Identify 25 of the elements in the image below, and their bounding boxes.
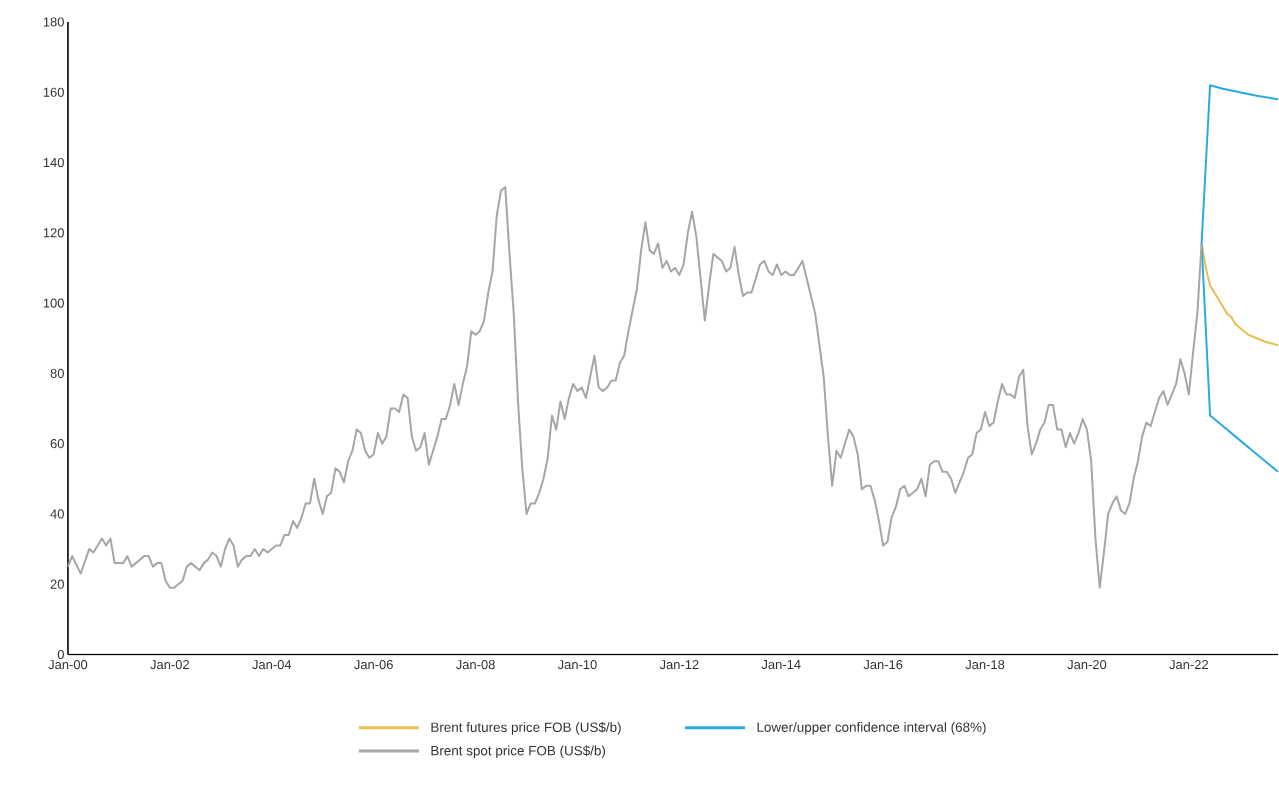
x-tick-label: Jan-12 bbox=[659, 659, 699, 669]
x-tick-label: Jan-06 bbox=[354, 659, 393, 669]
x-tick-label: Jan-00 bbox=[48, 659, 88, 669]
x-tick-label: Jan-18 bbox=[965, 659, 1005, 669]
legend-label: Lower/upper confidence interval (68%) bbox=[757, 721, 986, 735]
y-tick-label: 20 bbox=[50, 579, 64, 589]
y-tick-label: 60 bbox=[50, 438, 64, 449]
y-tick-label: 100 bbox=[43, 298, 64, 308]
y-tick-label: 80 bbox=[50, 368, 64, 378]
x-tick-label: Jan-22 bbox=[1169, 659, 1208, 669]
y-tick-label: 0 bbox=[57, 649, 64, 659]
y-tick-label: 120 bbox=[43, 228, 64, 238]
x-tick-label: Jan-14 bbox=[761, 659, 801, 669]
y-tick-label: 160 bbox=[43, 87, 64, 97]
x-tick-label: Jan-10 bbox=[557, 659, 597, 669]
y-tick-label: 180 bbox=[43, 17, 64, 27]
y-tick-label: 40 bbox=[50, 509, 64, 519]
x-tick-label: Jan-16 bbox=[863, 659, 903, 669]
x-tick-label: Jan-02 bbox=[150, 659, 189, 669]
x-tick-label: Jan-20 bbox=[1067, 659, 1107, 669]
legend-label: Brent futures price FOB (US$/b) bbox=[431, 721, 621, 735]
y-tick-label: 140 bbox=[43, 157, 64, 167]
x-tick-label: Jan-08 bbox=[455, 659, 495, 669]
x-tick-label: Jan-04 bbox=[252, 659, 292, 669]
legend-label: Brent spot price FOB (US$/b) bbox=[431, 745, 606, 758]
